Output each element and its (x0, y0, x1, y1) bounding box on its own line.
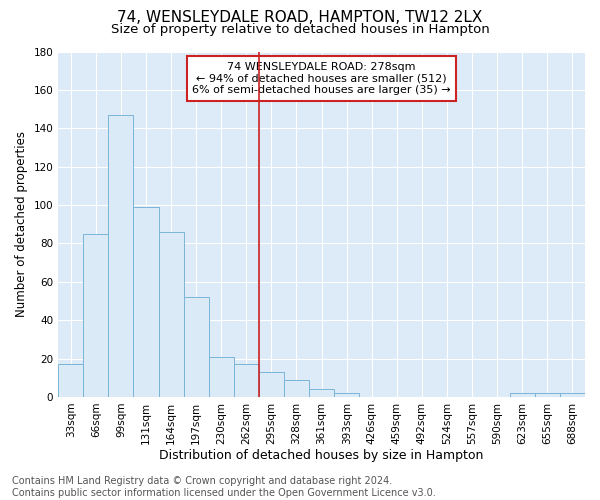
Bar (284, 380, 309, 397)
Y-axis label: Number of detached properties: Number of detached properties (15, 131, 28, 317)
Bar (334, 393, 359, 397)
Bar (510, 393, 535, 397)
Bar (158, 232, 184, 397)
Text: 74, WENSLEYDALE ROAD, HAMPTON, TW12 2LX: 74, WENSLEYDALE ROAD, HAMPTON, TW12 2LX (118, 10, 482, 25)
Bar (133, 207, 158, 397)
Text: Contains HM Land Registry data © Crown copyright and database right 2024.
Contai: Contains HM Land Registry data © Crown c… (12, 476, 436, 498)
Bar (184, 297, 209, 397)
Bar (209, 356, 234, 397)
Text: Size of property relative to detached houses in Hampton: Size of property relative to detached ho… (110, 22, 490, 36)
Bar (535, 393, 560, 397)
Bar (309, 390, 334, 397)
Bar (234, 364, 259, 397)
Bar (560, 393, 585, 397)
X-axis label: Distribution of detached houses by size in Hampton: Distribution of detached houses by size … (160, 450, 484, 462)
Text: 74 WENSLEYDALE ROAD: 278sqm
← 94% of detached houses are smaller (512)
6% of sem: 74 WENSLEYDALE ROAD: 278sqm ← 94% of det… (192, 62, 451, 95)
Bar (83, 234, 109, 397)
Bar (58, 364, 83, 397)
Bar (109, 115, 133, 397)
Bar (259, 372, 284, 397)
